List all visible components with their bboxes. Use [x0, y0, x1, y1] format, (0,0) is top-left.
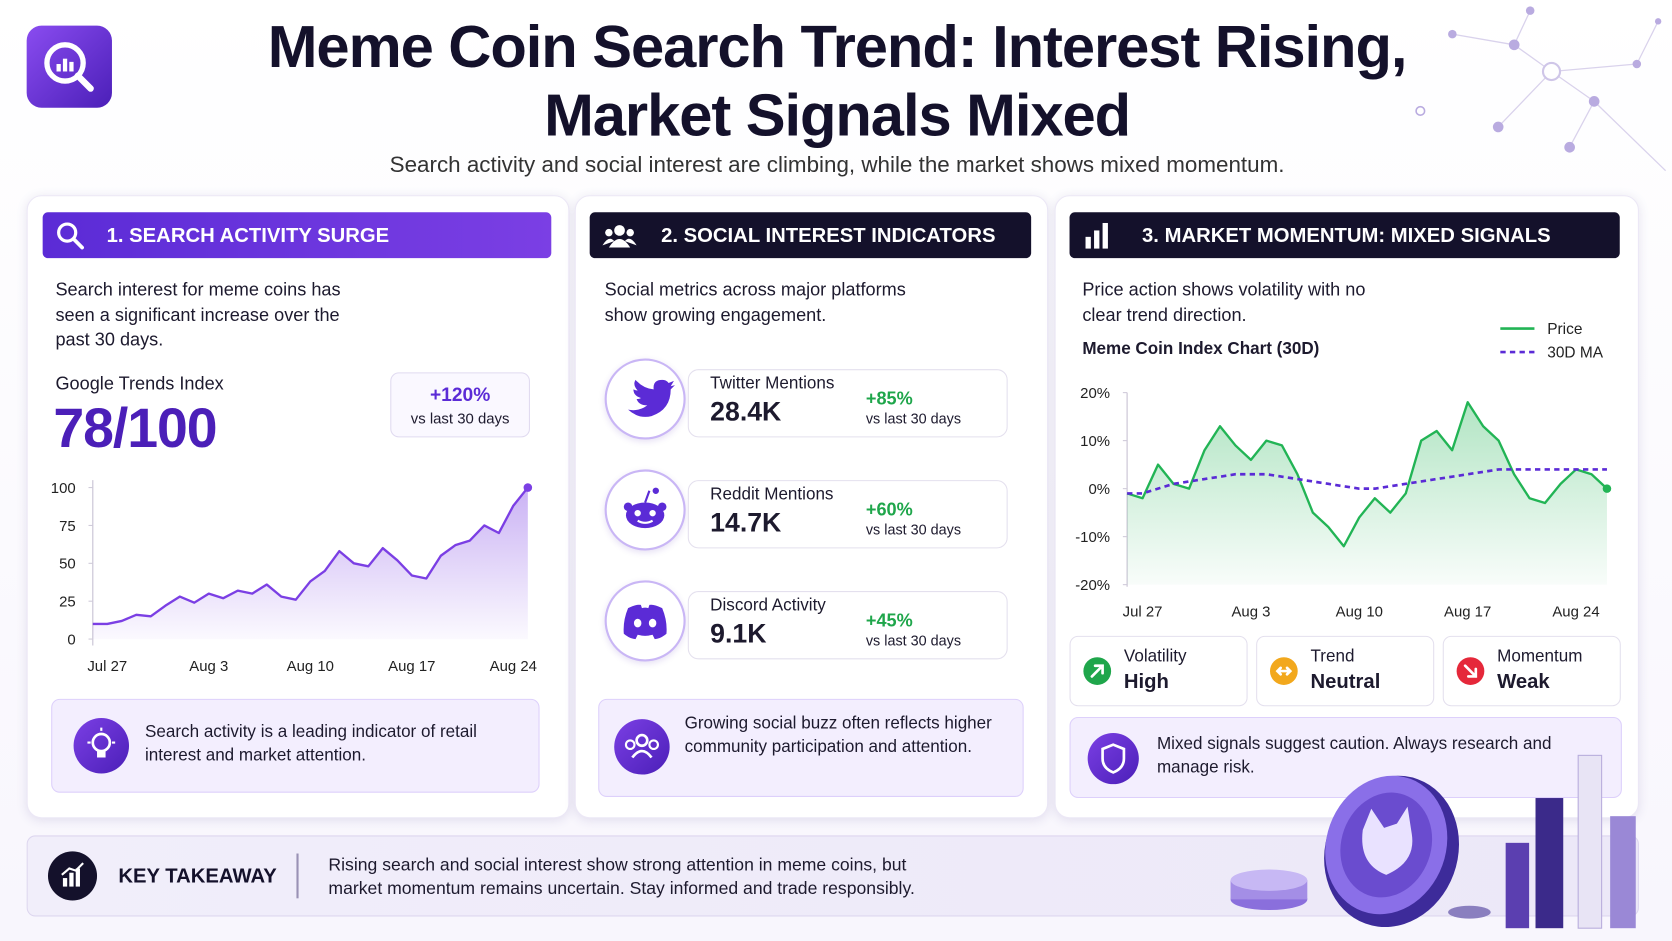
indicator-value: Weak [1497, 671, 1550, 694]
note-box: Growing social buzz often reflects highe… [598, 698, 1024, 797]
x-tick-label: Jul 27 [87, 658, 127, 675]
change-note: vs last 30 days [410, 409, 510, 427]
stat-card: Discord Activity 9.1K +45% vs last 30 days [687, 591, 1008, 660]
indicator-value: High [1123, 671, 1169, 694]
indicator-icon [1269, 657, 1298, 685]
logo-icon [44, 42, 94, 92]
legend-label: 30D MA [1547, 344, 1603, 361]
end-point [1602, 484, 1612, 493]
bulb-icon [73, 718, 130, 774]
panel-description: Social metrics across major platforms sh… [604, 279, 906, 325]
community-icon [614, 719, 670, 775]
panel-description: Price action shows volatility with no cl… [1082, 279, 1366, 325]
y-tick-label: 25 [59, 594, 76, 611]
indicator-label: Trend [1310, 647, 1355, 666]
metric-value: 78/100 [53, 397, 217, 460]
logo [26, 25, 112, 108]
indicator-card: Momentum Weak [1442, 635, 1621, 707]
coin-decoration [1230, 754, 1636, 929]
network-decoration [1415, 6, 1667, 172]
subtitle: Search activity and social interest are … [389, 152, 1285, 178]
chart-icon [1085, 222, 1108, 249]
note-text: Mixed signals suggest caution. Always re… [1156, 735, 1552, 777]
users-icon [602, 225, 637, 248]
takeaway-text: Rising search and social interest show s… [328, 855, 915, 899]
legend-label: Price [1547, 321, 1582, 338]
panel-header: 1. SEARCH ACTIVITY SURGE [42, 212, 552, 259]
change-box: +120% vs last 30 days [390, 372, 530, 438]
stat-change: +85% [865, 388, 913, 409]
stat-label: Reddit Mentions [710, 485, 834, 504]
line [1127, 468, 1607, 495]
y-tick-label: 50 [59, 556, 76, 573]
x-tick-label: Aug 17 [1444, 604, 1491, 621]
search-icon [57, 222, 84, 250]
stat-label: Twitter Mentions [710, 374, 835, 393]
area [1127, 402, 1607, 585]
line [92, 486, 529, 626]
line [1126, 401, 1608, 548]
y-tick-label: 0% [1088, 481, 1110, 498]
x-tick-label: Aug 10 [1336, 604, 1383, 621]
y-tick-label: 75 [59, 518, 76, 535]
x-tick-label: Aug 24 [1552, 604, 1599, 621]
y-tick-label: -20% [1075, 577, 1110, 594]
note-box: Mixed signals suggest caution. Always re… [1069, 716, 1622, 799]
change-value: +120% [429, 384, 491, 406]
indicator-card: Volatility High [1069, 635, 1248, 707]
y-tick-label: -10% [1075, 529, 1110, 546]
stat-value: 14.7K [710, 507, 782, 538]
panel-header: 3. MARKET MOMENTUM: MIXED SIGNALS [1069, 212, 1620, 259]
stat-change-note: vs last 30 days [865, 632, 962, 649]
title: Meme Coin Search Trend: Interest Rising,… [267, 12, 1408, 149]
stat-change-note: vs last 30 days [865, 410, 962, 427]
stat-change: +60% [865, 499, 913, 520]
area [92, 487, 528, 640]
x-tick-label: Aug 3 [189, 658, 228, 675]
takeaway-icon [47, 851, 98, 901]
metric-label: Google Trends Index [55, 373, 224, 394]
x-tick-label: Aug 17 [388, 658, 435, 675]
x-tick-label: Aug 3 [1231, 604, 1270, 621]
shield-icon [1087, 732, 1139, 785]
panel-header: 2. SOCIAL INTEREST INDICATORS [589, 212, 1032, 259]
stat-value: 9.1K [710, 618, 767, 649]
indicator-label: Momentum [1497, 647, 1583, 666]
platform-icon [604, 469, 686, 551]
platform-icon [604, 358, 686, 440]
x-tick-label: Aug 24 [490, 658, 537, 675]
note-box: Search activity is a leading indicator o… [51, 698, 540, 793]
panel-heading: 1. SEARCH ACTIVITY SURGE [106, 225, 390, 248]
indicator-value: Neutral [1310, 671, 1381, 694]
stat-value: 28.4K [710, 396, 782, 427]
indicator-card: Trend Neutral [1256, 635, 1435, 707]
x-tick-label: Jul 27 [1123, 604, 1163, 621]
stat-change: +45% [865, 610, 913, 631]
stat-card: Twitter Mentions 28.4K +85% vs last 30 days [687, 369, 1008, 438]
platform-icon [604, 580, 686, 662]
x-tick-label: Aug 10 [287, 658, 334, 675]
takeaway-label: KEY TAKEAWAY [118, 865, 277, 888]
indicator-icon [1456, 657, 1485, 685]
indicator-icon [1083, 657, 1112, 685]
y-tick-label: 10% [1080, 433, 1110, 450]
stat-label: Discord Activity [710, 596, 826, 615]
indicator-label: Volatility [1123, 647, 1187, 666]
divider [296, 853, 299, 899]
panel-heading: 3. MARKET MOMENTUM: MIXED SIGNALS [1142, 225, 1551, 248]
stat-change-note: vs last 30 days [865, 521, 962, 538]
stat-card: Reddit Mentions 14.7K +60% vs last 30 days [687, 480, 1008, 549]
y-tick-label: 20% [1080, 385, 1110, 402]
panel-heading: 2. SOCIAL INTEREST INDICATORS [661, 225, 996, 248]
end-point [523, 483, 533, 492]
y-tick-label: 0 [67, 631, 75, 648]
chart-title: Meme Coin Index Chart (30D) [1082, 340, 1320, 359]
panel-description: Search interest for meme coins has seen … [55, 279, 341, 350]
note-text: Search activity is a leading indicator o… [145, 723, 477, 765]
y-tick-label: 100 [51, 480, 76, 497]
note-text: Growing social buzz often reflects highe… [684, 714, 992, 757]
